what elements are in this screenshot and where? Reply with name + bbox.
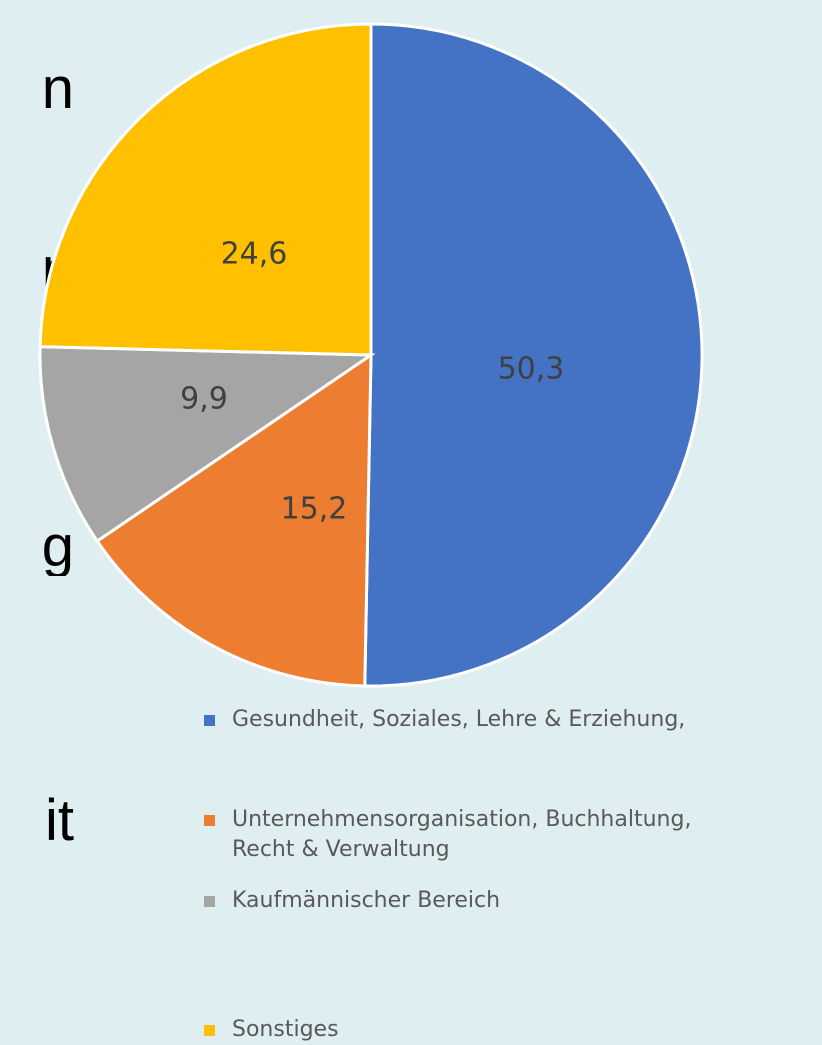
legend-swatch: [204, 1025, 215, 1036]
pie-chart: 50,3 15,2 9,9 24,6: [38, 22, 704, 688]
legend-swatch: [204, 815, 215, 826]
data-label: 24,6: [221, 237, 288, 272]
pie-slice: [38, 345, 376, 544]
data-label: 50,3: [498, 352, 565, 387]
data-label: 9,9: [180, 382, 228, 417]
pie-slice: [95, 352, 373, 688]
legend-label: Gesundheit, Soziales, Lehre & Erziehung,: [232, 707, 686, 732]
data-label: 15,2: [281, 492, 348, 527]
legend-swatch: [204, 896, 215, 907]
text-fragment: it: [45, 792, 74, 850]
text-fragment: n: [41, 60, 74, 118]
legend-label: Unternehmensorganisation, Buchhaltung, Re…: [232, 807, 692, 862]
pie-slices: [38, 22, 704, 688]
pie-slice: [38, 22, 373, 357]
legend-label: Sonstiges: [232, 1017, 339, 1042]
legend-swatch: [204, 715, 215, 726]
text-fragment: g: [41, 518, 74, 576]
canvas: n n g g it 50,315,29,924,6 Gesundheit, S…: [38, 22, 704, 1042]
pie-data-labels: 50,3 15,2 9,9 24,6: [180, 237, 564, 527]
legend-label: Kaufmännischer Bereich: [232, 888, 501, 913]
pie-slice: [363, 22, 704, 688]
